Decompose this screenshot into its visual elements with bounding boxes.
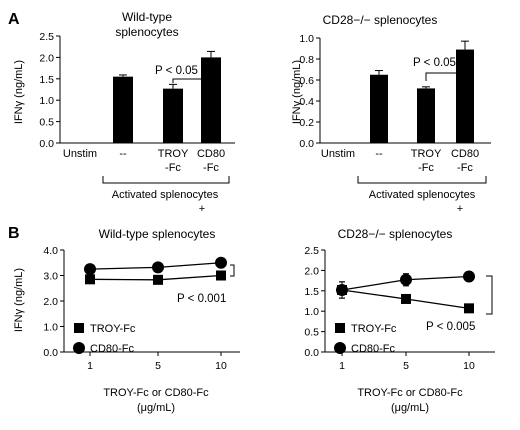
group-label-plus: + xyxy=(457,203,463,215)
bar xyxy=(113,76,133,143)
category-label: Unstim xyxy=(63,148,97,160)
category-label: -- xyxy=(119,148,127,160)
category-label: TROY xyxy=(158,148,189,160)
bar xyxy=(163,88,183,143)
chart-b-cd28: CD28−/− splenocytes 0.0 0.5 1.0 1.5 2.0 2.5 1… xyxy=(304,227,495,414)
panel-letter-a: A xyxy=(8,11,20,28)
y-tick-label: 1.0 xyxy=(304,306,319,318)
y-axis-label: IFNγ (ng/mL) xyxy=(13,268,25,332)
category-label: -Fc xyxy=(165,162,181,174)
category-label: Unstim xyxy=(321,148,355,160)
chart-title: CD28−/− splenocytes xyxy=(323,13,438,27)
y-tick-label: 2.0 xyxy=(304,265,319,277)
x-tick-label: 1 xyxy=(87,360,93,372)
group-label: Activated splenocytes xyxy=(112,189,219,201)
group-label: Activated splenocytes xyxy=(369,189,476,201)
y-tick-label: 0.2 xyxy=(299,117,314,129)
x-axis-label-line-1: TROY-Fc or CD80-Fc xyxy=(357,387,463,399)
y-tick-label: 0.0 xyxy=(39,138,54,150)
data-point-circle xyxy=(336,283,348,296)
x-tick-label: 5 xyxy=(403,360,409,372)
y-axis-label: IFNγ (ng/mL) xyxy=(13,60,25,124)
chart-title-line-1: Wild-type xyxy=(122,10,172,24)
y-tick-label: 1.0 xyxy=(299,33,314,45)
y-tick-label: 4.0 xyxy=(43,245,58,257)
legend-label: TROY-Fc xyxy=(90,323,136,335)
group-bracket xyxy=(357,176,487,184)
y-tick-label: 0.0 xyxy=(304,347,319,359)
bar xyxy=(456,49,474,143)
data-point-circle xyxy=(84,263,96,276)
x-axis-label-line-2: (μg/mL) xyxy=(391,402,429,414)
panel-letter-b: B xyxy=(8,225,20,242)
chart-title: CD28−/− splenocytes xyxy=(338,227,453,241)
chart-title: Wild-type splenocytes xyxy=(99,227,216,241)
y-tick-label: 2.0 xyxy=(43,296,58,308)
group-label-plus: + xyxy=(199,203,205,215)
bar xyxy=(417,88,435,143)
p-value-label: P < 0.05 xyxy=(155,65,198,77)
data-point-square xyxy=(401,293,411,304)
x-tick-label: 1 xyxy=(339,360,345,372)
category-label: -- xyxy=(375,148,383,160)
x-tick-label: 5 xyxy=(155,360,161,372)
y-tick-label: 0.6 xyxy=(299,75,314,87)
x-tick-label: 10 xyxy=(215,360,227,372)
category-label: -Fc xyxy=(457,162,473,174)
y-tick-label: 0.8 xyxy=(299,54,314,66)
y-tick-label: 2.5 xyxy=(304,245,319,257)
chart-a-cd28: CD28−/− splenocytes IFNγ (ng/mL) 0.0 0.2 0… xyxy=(291,13,491,215)
y-tick-label: 1.0 xyxy=(39,95,54,107)
chart-a-wildtype: Wild-type splenocytes IFNγ (ng/mL) 0.0 0.… xyxy=(13,10,235,215)
group-bracket xyxy=(102,176,230,184)
data-point-circle xyxy=(400,273,412,286)
data-point-circle xyxy=(215,256,227,269)
data-point-circle xyxy=(152,261,164,274)
data-point-square xyxy=(464,303,474,314)
x-axis-label-line-2: (μg/mL) xyxy=(137,402,175,414)
p-value-label: P < 0.05 xyxy=(413,57,456,69)
legend-label: CD80-Fc xyxy=(351,343,396,355)
y-tick-label: 0.0 xyxy=(299,138,314,150)
category-label: CD80 xyxy=(451,148,479,160)
category-label: CD80 xyxy=(197,148,225,160)
y-tick-label: 1.5 xyxy=(304,286,319,298)
x-axis-label-line-1: TROY-Fc or CD80-Fc xyxy=(103,387,209,399)
category-label: -Fc xyxy=(203,162,219,174)
y-tick-label: 3.0 xyxy=(43,271,58,283)
chart-title-line-2: splenocytes xyxy=(115,25,178,39)
chart-b-wildtype: Wild-type splenocytes IFNγ (ng/mL) 0.0 1.… xyxy=(13,227,240,414)
y-tick-label: 0.4 xyxy=(299,96,314,108)
x-tick-label: 10 xyxy=(463,360,475,372)
y-tick-label: 1.0 xyxy=(43,322,58,334)
significance-bracket xyxy=(425,72,460,81)
p-value-label: P < 0.001 xyxy=(177,293,226,305)
legend-marker-square xyxy=(335,323,345,333)
category-label: TROY xyxy=(411,148,442,160)
bar xyxy=(370,74,388,143)
significance-bracket xyxy=(172,69,212,83)
data-point-square xyxy=(216,270,226,281)
y-tick-label: 2.5 xyxy=(39,31,54,43)
data-point-circle xyxy=(463,270,475,283)
legend-label: TROY-Fc xyxy=(351,323,397,335)
data-point-square xyxy=(85,274,95,285)
legend-label: CD80-Fc xyxy=(90,343,135,355)
category-label: -Fc xyxy=(418,162,434,174)
y-tick-label: 1.5 xyxy=(39,74,54,86)
legend-marker-square xyxy=(74,323,84,333)
y-tick-label: 2.0 xyxy=(39,52,54,64)
y-tick-label: 0.5 xyxy=(39,117,54,129)
data-point-square xyxy=(153,274,163,285)
y-tick-label: 0.0 xyxy=(43,347,58,359)
legend-marker-circle xyxy=(73,342,85,354)
y-axis-label: IFNγ (ng/mL) xyxy=(291,60,303,124)
y-tick-label: 0.5 xyxy=(304,327,319,339)
p-value-label: P < 0.005 xyxy=(426,321,475,333)
legend-marker-circle xyxy=(334,342,346,354)
significance-bracket xyxy=(230,264,235,277)
significance-bracket xyxy=(486,275,493,315)
